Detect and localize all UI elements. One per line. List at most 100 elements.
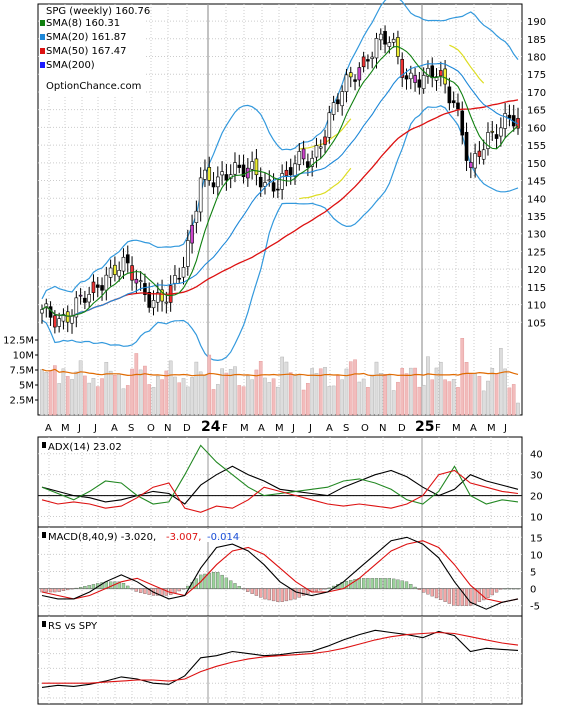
candle-body xyxy=(408,72,413,80)
volume-bar xyxy=(336,375,340,416)
volume-bar xyxy=(511,384,516,416)
candle-body xyxy=(404,75,409,80)
volume-bar xyxy=(57,383,61,416)
candle-body xyxy=(263,182,267,187)
volume-bar xyxy=(87,382,91,416)
rs-frame xyxy=(37,615,523,705)
candle-body xyxy=(297,151,302,165)
volume-bar xyxy=(314,373,319,416)
macd-y-tick: 0 xyxy=(530,585,536,596)
candle-body xyxy=(181,267,186,278)
volume-bar xyxy=(507,387,512,416)
macd-hist-bar xyxy=(314,588,319,592)
macd-hist-bar xyxy=(357,578,361,589)
macd-histogram xyxy=(40,571,520,606)
bollinger-lower xyxy=(41,105,519,362)
x-tick-label: S xyxy=(343,423,349,434)
macd-hist-bar xyxy=(413,586,417,589)
sma8-line xyxy=(41,46,519,317)
macd-hist-bar xyxy=(250,588,254,594)
candle-body xyxy=(108,267,113,278)
macd-hist-bar xyxy=(452,588,456,606)
volume-bar xyxy=(331,385,336,416)
volume-bar xyxy=(151,387,156,416)
macd-hist-bar xyxy=(259,588,263,598)
macd-hist-bar xyxy=(422,588,426,593)
macd-hist-bar xyxy=(211,571,216,589)
rs-lines xyxy=(41,629,519,688)
rs-panel: RS vs SPY xyxy=(37,615,523,705)
volume-bar xyxy=(211,389,216,416)
volume-bar xyxy=(426,356,430,416)
volume-bar xyxy=(477,376,482,416)
volume-bar xyxy=(387,375,392,416)
macd-line xyxy=(41,536,519,610)
candle-body xyxy=(494,134,499,139)
rs-grid xyxy=(38,616,522,704)
volume-bar xyxy=(280,356,284,416)
macd-title: MACD(8,40,9) -3.020, xyxy=(48,532,156,543)
macd-hist-bar xyxy=(383,578,387,589)
macd-hist-bar xyxy=(78,586,83,589)
price-y-tick: 125 xyxy=(527,247,546,258)
candle-body xyxy=(147,291,152,308)
volume-bar xyxy=(138,369,143,416)
volume-bars xyxy=(40,338,520,416)
x-tick-label: J xyxy=(93,423,97,434)
macd-hist-bar xyxy=(374,578,379,589)
adx-y-tick: 20 xyxy=(530,492,543,503)
volume-y-tick: 12.5M xyxy=(3,336,34,347)
volume-bar xyxy=(357,381,362,416)
volume-bar xyxy=(48,370,53,416)
sma20-line xyxy=(41,62,519,317)
candle-body xyxy=(151,300,156,309)
candle-body xyxy=(481,149,486,160)
candle-body xyxy=(125,254,130,264)
candle-body xyxy=(293,163,297,177)
candle-body xyxy=(456,102,460,110)
macd-hist-bar xyxy=(237,586,241,589)
macd-y-tick: -5 xyxy=(530,602,540,613)
volume-bar xyxy=(396,381,400,416)
candle-body xyxy=(57,318,61,327)
candle-body xyxy=(211,182,216,188)
volume-y-ticks: 2.5M 5M 7.5M 10M 12.5M xyxy=(3,336,38,407)
candle-body xyxy=(53,315,57,328)
x-tick-label: J xyxy=(503,423,507,434)
macd-lines xyxy=(41,536,519,610)
macd-hist-bar xyxy=(147,588,151,595)
price-y-tick: 165 xyxy=(527,106,546,117)
candle-body xyxy=(413,75,417,83)
macd-hist-bar xyxy=(271,588,276,602)
candle-body xyxy=(417,79,422,88)
macd-hist-bar xyxy=(409,584,413,589)
volume-bar xyxy=(194,361,199,416)
x-tick-label: N xyxy=(164,423,171,434)
candle-body xyxy=(288,167,293,176)
candle-body xyxy=(331,102,336,115)
macd-hist-bar xyxy=(447,588,452,604)
macd-hist-bar xyxy=(254,588,259,596)
bollinger-bands xyxy=(41,0,519,362)
volume-bar xyxy=(53,365,57,416)
rs-title-swatch xyxy=(42,621,46,627)
legend-swatch xyxy=(40,62,45,68)
candle-body xyxy=(383,31,387,45)
macd-hist-bar xyxy=(327,587,331,589)
volume-bar xyxy=(164,370,169,416)
price-candles xyxy=(40,25,520,334)
candle-body xyxy=(344,74,349,92)
volume-bar xyxy=(499,348,503,416)
candle-body xyxy=(160,289,164,302)
volume-ma xyxy=(41,368,519,377)
volume-bar xyxy=(237,385,242,416)
volume-bar xyxy=(186,386,190,416)
volume-bar xyxy=(340,379,344,416)
price-y-ticks: 105 110 115 120 125 130 135 140 145 150 155 160 165 1… xyxy=(527,17,546,329)
x-tick-label: 25 xyxy=(415,419,434,435)
volume-bar xyxy=(374,361,379,416)
candle-body xyxy=(486,132,490,149)
volume-bar xyxy=(318,368,323,416)
candle-body xyxy=(70,315,74,324)
volume-bar xyxy=(288,372,293,416)
